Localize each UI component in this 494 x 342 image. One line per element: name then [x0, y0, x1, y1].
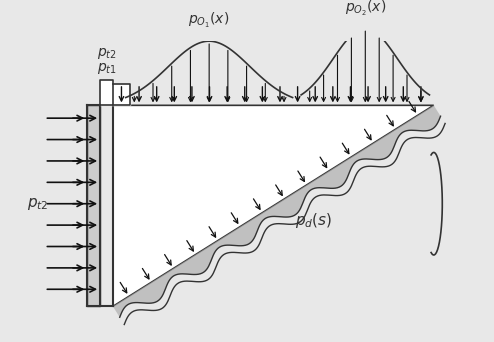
- Polygon shape: [100, 80, 113, 105]
- Polygon shape: [113, 105, 441, 317]
- Polygon shape: [113, 105, 434, 306]
- Text: $p_{t2}$: $p_{t2}$: [96, 47, 117, 62]
- Polygon shape: [87, 105, 100, 306]
- Text: $p_{O_2}(x)$: $p_{O_2}(x)$: [345, 0, 386, 18]
- Text: $p_{O_1}(x)$: $p_{O_1}(x)$: [189, 11, 230, 30]
- Text: $p_{t2}$: $p_{t2}$: [27, 196, 49, 212]
- Text: $p_d(s)$: $p_d(s)$: [295, 211, 332, 230]
- Text: $p_{t1}$: $p_{t1}$: [96, 62, 117, 77]
- Polygon shape: [113, 84, 130, 105]
